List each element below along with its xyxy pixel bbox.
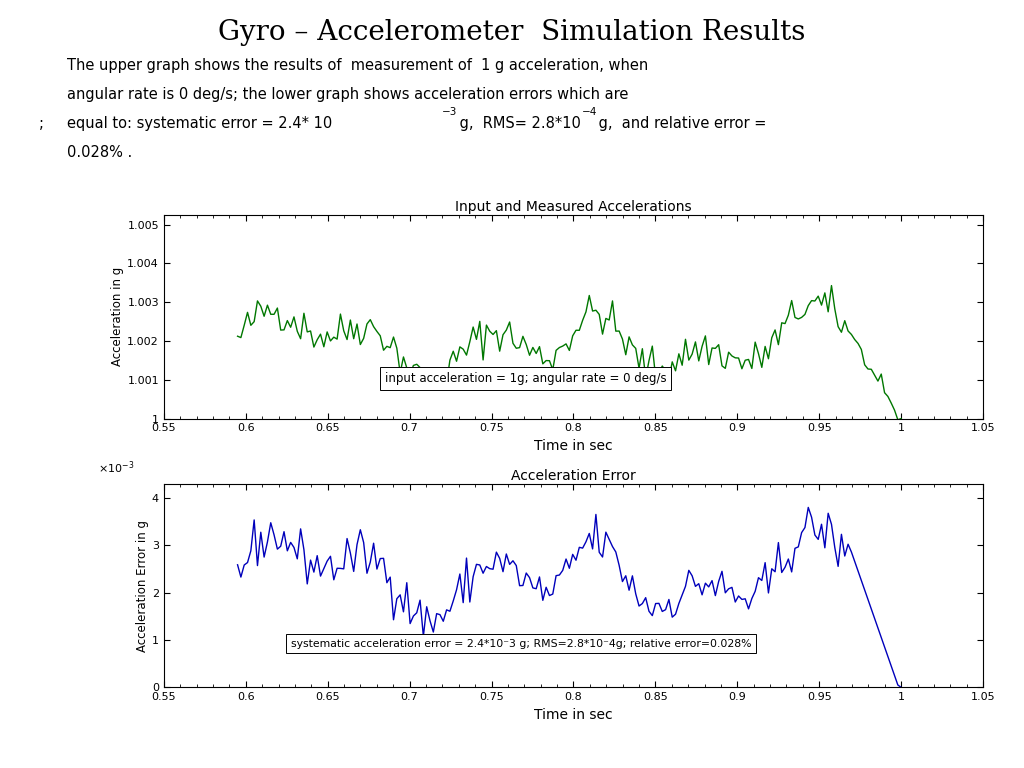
Text: systematic acceleration error = 2.4*10⁻3 g; RMS=2.8*10⁻4g; relative error=0.028%: systematic acceleration error = 2.4*10⁻3… — [291, 639, 752, 649]
Title: Input and Measured Accelerations: Input and Measured Accelerations — [455, 200, 692, 214]
Text: input acceleration = 1g; angular rate = 0 deg/s: input acceleration = 1g; angular rate = … — [385, 372, 667, 385]
Text: The upper graph shows the results of  measurement of  1 g acceleration, when: The upper graph shows the results of mea… — [67, 58, 648, 73]
X-axis label: Time in sec: Time in sec — [535, 439, 612, 453]
Y-axis label: Acceleration in g: Acceleration in g — [112, 267, 125, 366]
Text: Gyro – Accelerometer  Simulation Results: Gyro – Accelerometer Simulation Results — [218, 19, 806, 46]
Text: −4: −4 — [582, 107, 597, 117]
Y-axis label: Acceleration Error in g: Acceleration Error in g — [136, 520, 150, 651]
Text: g,  RMS= 2.8*10: g, RMS= 2.8*10 — [455, 116, 581, 131]
Text: equal to: systematic error = 2.4* 10: equal to: systematic error = 2.4* 10 — [67, 116, 332, 131]
Title: Acceleration Error: Acceleration Error — [511, 468, 636, 482]
Text: $\times\mathregular{10^{-3}}$: $\times\mathregular{10^{-3}}$ — [98, 459, 135, 475]
Text: −3: −3 — [442, 107, 458, 117]
X-axis label: Time in sec: Time in sec — [535, 708, 612, 722]
Text: 0.028% .: 0.028% . — [67, 145, 132, 161]
Text: ;: ; — [39, 116, 44, 131]
Text: angular rate is 0 deg/s; the lower graph shows acceleration errors which are: angular rate is 0 deg/s; the lower graph… — [67, 87, 628, 102]
Text: g,  and relative error =: g, and relative error = — [594, 116, 766, 131]
